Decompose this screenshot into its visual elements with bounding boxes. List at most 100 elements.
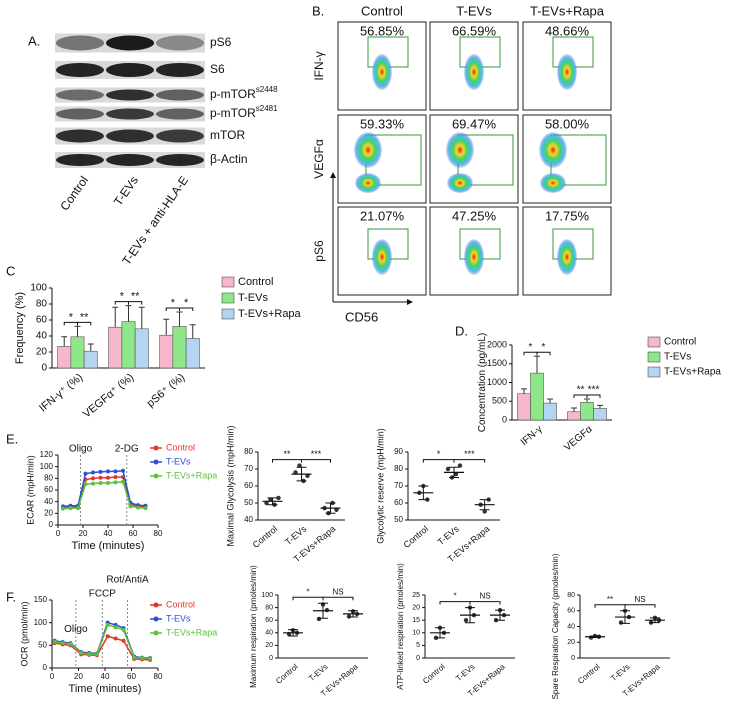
error-bar [112,306,119,328]
y-tick-label: 60 [44,485,53,494]
point [79,651,84,656]
y-tick-label: 500 [492,396,507,406]
y-tick-label: 80 [36,299,48,310]
protein-label: p-mTORs2448 [210,85,278,101]
y-tick-label: 50 [38,640,47,649]
significance-label: ** [577,385,585,396]
point [60,641,65,646]
x-tick-label: Control [251,524,280,550]
injection-label: 2-DG [115,444,139,455]
point [68,641,73,646]
y-axis-label: ATP-linked respiration (pmoles/min) [396,563,405,690]
point [98,469,103,474]
legend-marker [153,616,159,622]
point [132,655,137,660]
y-tick-label: 100 [261,592,273,599]
bar [57,346,72,369]
error-bar [296,466,307,482]
error-bar [495,609,505,621]
y-tick-label: 100 [40,462,54,471]
panel-label: B. [312,3,324,18]
column-title: Control [361,3,403,18]
legend-marker [153,602,159,608]
blot-band [106,108,154,120]
legend-label: T-EVs [238,292,268,304]
x-axis-label: Time (minutes) [72,540,145,552]
point [316,616,322,622]
x-tick-label: T-EVs [283,523,309,547]
bar [172,326,187,369]
point [346,614,352,619]
legend-label: T-EVs [166,456,191,466]
lane-label: T-EVs [111,174,141,209]
y-tick-label: 1500 [487,358,507,368]
legend-label: T-EVs [664,352,691,363]
blot-band [156,108,204,120]
y-tick-label: 15 [412,617,420,624]
significance-label: ** [283,449,291,459]
point [143,506,148,511]
significance-bracket [422,459,455,463]
significance-bracket [128,301,143,305]
percentage: 56.85% [360,23,405,38]
blot-band [56,154,104,166]
legend-swatch [221,276,235,288]
y-tick-label: 80 [44,473,53,482]
protein-label: mTOR [210,128,245,142]
bar [108,326,123,369]
x-tick-label: Control [421,662,447,686]
column-title: T-EVs+Rapa [530,3,605,18]
blot-band [156,154,204,166]
point [293,470,298,475]
injection-label: Rot/AntiA [106,575,149,586]
point [121,638,126,643]
error-bar [61,336,68,347]
y-tick-label: 60 [244,481,253,490]
bar [567,411,581,421]
y-tick-label: 50 [244,498,253,507]
flow-plot [522,114,612,204]
point [61,506,65,511]
significance-bracket [469,601,501,605]
point [463,618,469,623]
significance-bracket [453,459,486,463]
y-tick-label: 20 [567,639,575,646]
density-blob [447,173,473,193]
x-tick-label: T-EVs [436,523,462,547]
legend-label: Control [166,442,195,452]
error-bar [584,398,590,403]
point [276,495,281,501]
significance-bracket [439,601,471,605]
significance-label: * [542,342,546,353]
y-tick-label: 60 [567,608,575,615]
error-bar [650,617,660,624]
x-tick-label: Control [576,662,602,686]
legend-label: T-EVs+Rapa [166,627,217,637]
percentage: 58.00% [545,116,590,131]
point [121,627,126,632]
density-blob [557,54,577,90]
legend-swatch [221,308,235,320]
point [106,475,110,480]
legend-label: Control [238,276,273,288]
y-tick-label: 70 [244,464,253,473]
y-tick-label: 80 [567,592,575,599]
point [91,476,95,481]
blot-band [156,89,204,101]
error-bar [288,629,298,637]
x-tick-label: 80 [154,672,163,681]
significance-bracket [292,596,324,601]
point [98,481,103,485]
panel-label: A. [28,33,40,48]
protein-name: p-mTOR [210,106,256,120]
protein-name: p-mTOR [210,87,256,101]
protein-label: S6 [210,62,225,76]
significance-label: ** [607,595,613,604]
point [105,634,110,639]
density-blob [355,173,381,193]
point [68,506,73,511]
error-bar [189,324,196,339]
blot-band [106,154,154,166]
percentage: 59.33% [360,116,405,131]
